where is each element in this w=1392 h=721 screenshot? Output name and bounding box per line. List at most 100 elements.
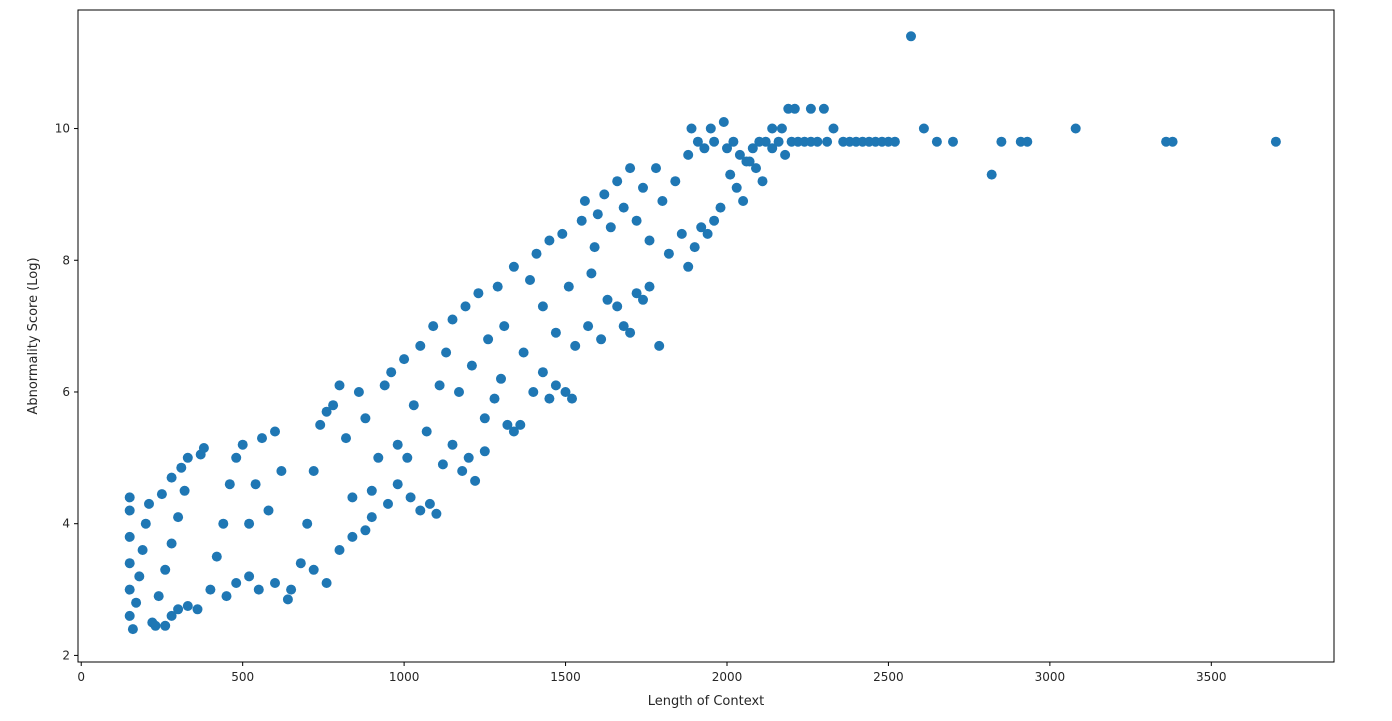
scatter-point xyxy=(431,508,442,519)
scatter-point xyxy=(747,143,758,154)
scatter-point xyxy=(631,215,642,226)
scatter-point xyxy=(734,149,745,160)
scatter-point xyxy=(605,222,616,233)
scatter-point xyxy=(173,604,184,615)
scatter-point xyxy=(689,242,700,253)
scatter-point xyxy=(579,196,590,206)
scatter-point xyxy=(828,123,839,134)
scatter-point xyxy=(773,136,784,147)
scatter-points xyxy=(124,31,1281,635)
scatter-point xyxy=(479,413,490,424)
scatter-point xyxy=(508,426,519,437)
scatter-point xyxy=(644,235,655,246)
scatter-point xyxy=(722,143,732,154)
scatter-point xyxy=(631,288,642,299)
scatter-point xyxy=(812,136,823,147)
scatter-point xyxy=(1070,123,1081,134)
scatter-point xyxy=(906,31,916,42)
scatter-point xyxy=(328,400,339,411)
y-tick-label: 4 xyxy=(62,517,70,531)
scatter-point xyxy=(931,136,942,147)
scatter-point xyxy=(818,103,829,114)
scatter-point xyxy=(544,235,555,246)
y-tick-label: 8 xyxy=(62,253,70,267)
scatter-point xyxy=(583,321,594,332)
scatter-point xyxy=(263,505,274,516)
scatter-point xyxy=(424,498,435,509)
scatter-point xyxy=(434,380,445,391)
scatter-point xyxy=(415,505,426,516)
x-tick-label: 2500 xyxy=(873,670,904,684)
scatter-point xyxy=(182,601,193,611)
scatter-point xyxy=(454,387,464,397)
scatter-point xyxy=(373,452,384,463)
scatter-point xyxy=(137,545,148,555)
scatter-point xyxy=(124,610,135,621)
scatter-point xyxy=(124,531,135,542)
scatter-point xyxy=(224,479,235,490)
scatter-point xyxy=(1022,136,1033,147)
scatter-point xyxy=(211,551,222,562)
scatter-point xyxy=(531,248,542,259)
scatter-point xyxy=(441,347,452,358)
scatter-point xyxy=(144,498,154,509)
scatter-point xyxy=(156,489,167,500)
scatter-point xyxy=(550,327,561,338)
scatter-point xyxy=(244,571,255,582)
x-tick-label: 1500 xyxy=(550,670,581,684)
scatter-point xyxy=(286,584,297,595)
scatter-point xyxy=(124,558,135,569)
scatter-point xyxy=(360,525,371,536)
scatter-point xyxy=(237,439,248,450)
scatter-point xyxy=(231,578,242,588)
y-tick-label: 10 xyxy=(55,122,70,136)
scatter-point xyxy=(302,518,313,529)
scatter-point xyxy=(618,321,629,332)
scatter-point xyxy=(537,367,548,378)
scatter-point xyxy=(483,334,494,345)
scatter-point xyxy=(651,163,661,174)
scatter-point xyxy=(470,475,481,486)
scatter-point xyxy=(696,222,707,233)
y-tick-label: 2 xyxy=(62,648,70,662)
scatter-point xyxy=(709,215,720,226)
scatter-point xyxy=(124,505,135,516)
scatter-point xyxy=(282,594,293,605)
scatter-point xyxy=(166,472,177,483)
scatter-point xyxy=(683,261,694,272)
scatter-point xyxy=(499,321,510,332)
scatter-point xyxy=(360,413,371,424)
scatter-point xyxy=(383,498,393,509)
scatter-point xyxy=(528,387,539,397)
scatter-point xyxy=(625,327,636,338)
scatter-point xyxy=(386,367,397,378)
scatter-point xyxy=(508,261,519,272)
scatter-point xyxy=(709,136,720,147)
scatter-point xyxy=(295,558,306,569)
scatter-point xyxy=(341,433,351,444)
x-tick-label: 3000 xyxy=(1035,670,1066,684)
scatter-point xyxy=(612,176,623,187)
scatter-point xyxy=(612,301,623,312)
scatter-point xyxy=(751,163,761,174)
scatter-point xyxy=(657,196,668,206)
scatter-point xyxy=(996,136,1007,147)
scatter-point xyxy=(760,136,771,147)
x-tick-label: 3500 xyxy=(1196,670,1227,684)
scatter-point xyxy=(334,545,345,555)
scatter-point xyxy=(473,288,484,299)
y-tick-label: 6 xyxy=(62,385,70,399)
x-axis-label: Length of Context xyxy=(648,694,765,709)
scatter-point xyxy=(592,209,603,220)
x-tick-label: 2000 xyxy=(712,670,743,684)
scatter-point xyxy=(479,446,490,457)
scatter-point xyxy=(644,281,655,292)
plot-frame xyxy=(77,9,1335,663)
scatter-point xyxy=(421,426,432,437)
scatter-point xyxy=(457,466,468,476)
scatter-point xyxy=(822,136,833,147)
scatter-point xyxy=(663,248,674,259)
scatter-point xyxy=(489,393,500,404)
scatter-point xyxy=(889,136,900,147)
scatter-point xyxy=(447,314,458,325)
